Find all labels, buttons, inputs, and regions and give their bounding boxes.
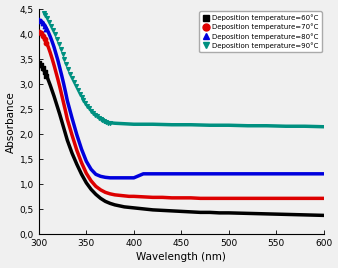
Point <box>81 98 86 102</box>
Point <box>60 52 65 56</box>
Point <box>42 36 47 41</box>
Point <box>45 16 50 20</box>
Point <box>105 121 111 125</box>
Point <box>41 11 46 15</box>
Point <box>87 106 92 110</box>
Point <box>44 40 49 45</box>
Point <box>42 23 47 28</box>
Point <box>68 72 73 76</box>
Point <box>96 116 101 120</box>
Point <box>94 114 99 118</box>
Point <box>103 120 109 124</box>
Point <box>40 34 45 38</box>
Point <box>54 36 59 41</box>
Point <box>88 109 94 113</box>
Point <box>47 20 52 24</box>
Point <box>64 62 69 66</box>
Point <box>102 119 107 123</box>
Point <box>66 67 71 71</box>
Point <box>40 21 45 25</box>
Point <box>44 27 49 31</box>
Point <box>38 31 44 35</box>
Y-axis label: Absorbance: Absorbance <box>5 91 16 152</box>
Point <box>50 27 56 32</box>
Point <box>98 117 103 121</box>
Point <box>69 76 75 80</box>
Point <box>38 19 44 23</box>
Point <box>52 32 58 36</box>
Point <box>107 121 113 125</box>
Legend: Deposition temperature=60°C, Deposition temperature=70°C, Deposition temperature: Deposition temperature=60°C, Deposition … <box>199 11 322 52</box>
Point <box>44 73 49 78</box>
Point <box>48 23 54 28</box>
Point <box>36 61 42 65</box>
Point <box>79 95 84 99</box>
Point <box>36 18 42 22</box>
Point <box>38 63 44 67</box>
Point <box>42 69 47 74</box>
Point <box>90 111 96 115</box>
Point <box>62 57 67 61</box>
Point <box>58 46 64 51</box>
Point <box>84 103 90 108</box>
Point <box>71 80 77 84</box>
Point <box>36 29 42 34</box>
Point <box>77 92 82 96</box>
Point <box>75 88 80 92</box>
X-axis label: Wavelength (nm): Wavelength (nm) <box>137 252 226 262</box>
Point <box>73 84 79 88</box>
Point <box>83 101 88 105</box>
Point <box>40 66 45 70</box>
Point <box>56 42 62 46</box>
Point <box>43 13 48 17</box>
Point <box>92 113 98 117</box>
Point <box>100 118 105 122</box>
